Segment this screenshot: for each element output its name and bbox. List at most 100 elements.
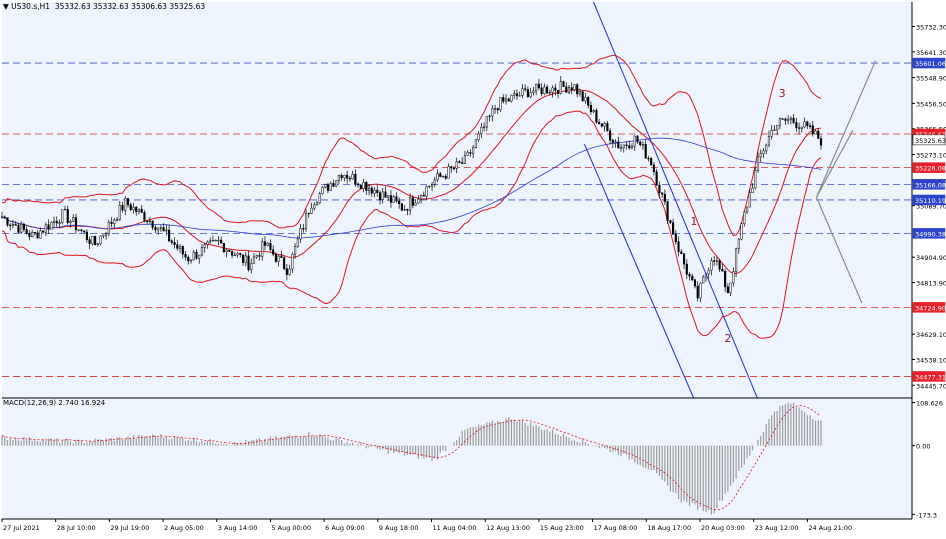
candle-body [189,259,193,262]
candle-body [261,241,264,257]
candle-body [28,233,31,237]
candle-body [721,268,724,272]
level-label: 35325.63 [915,137,946,145]
price-tick-label: 35089.70 [916,203,946,211]
candle-body [129,204,132,211]
time-tick-label: 27 Jul 2021 [3,524,40,532]
candle-body [280,255,283,258]
bollinger-lower-band [1,110,822,339]
level-label-box [912,179,946,190]
time-tick-label: 18 Aug 17:00 [647,524,691,532]
candle-body [22,223,25,230]
candle-body [173,242,176,245]
candle-body [25,229,28,234]
candle-body [324,184,327,188]
level-label: 35226.08 [915,165,946,173]
candle-body [510,95,513,102]
candle-body [376,189,379,193]
candle-body [551,87,554,93]
candle-body [800,126,803,129]
candle-body [666,201,669,221]
macd-histogram [1,402,822,515]
bollinger-upper-band [1,54,822,237]
candle-body [444,175,447,179]
candle-body [754,170,757,189]
candle-body [392,196,395,203]
candle-body [326,184,330,191]
candle-body [370,187,373,194]
candle-body [272,249,275,255]
candle-body [696,285,699,299]
candle-body [803,121,806,128]
candle-body [337,175,340,181]
candle-body [143,212,146,222]
candle-body [647,157,650,160]
candle-body [66,208,69,223]
candle-body [373,189,376,194]
candle-body [546,86,549,94]
candle-body [214,239,217,242]
time-tick-label: 12 Aug 13:00 [486,524,530,532]
level-label-box [912,162,946,173]
time-tick-label: 17 Aug 08:00 [594,524,638,532]
candle-body [231,251,234,256]
candle-body [239,253,242,255]
price-tick-label: 34629.10 [916,331,946,339]
candle-body [573,84,576,91]
candle-body [485,116,488,128]
candle-body [247,255,250,271]
candle-body [299,228,302,240]
candle-body [113,219,116,224]
candle-body [359,184,362,189]
candle-body [55,220,58,224]
candle-body [677,241,680,252]
channel-lower-line [583,144,695,399]
candle-body [91,235,94,244]
time-tick-label: 15 Aug 23:00 [540,524,584,532]
candle-body [409,197,412,211]
candle-body [400,203,403,211]
candle-body [192,251,195,261]
candle-body [819,138,823,146]
candle-body [732,271,735,284]
level-label: 34990.38 [915,230,946,238]
candle-body [228,249,231,252]
candle-body [617,141,620,149]
candle-body [69,221,72,223]
candle-body [425,186,428,197]
candle-body [439,173,442,177]
candle-body [641,144,645,146]
candle-body [518,95,521,97]
candle-body [354,173,357,185]
candle-body [135,206,138,212]
candle-body [765,144,768,152]
candle-body [609,130,612,141]
candle-body [283,257,286,269]
candle-body [414,202,417,206]
candle-body [170,240,173,243]
macd-tick-label: 0.00 [916,443,930,451]
candle-body [302,228,305,230]
candle-body [529,92,532,98]
candle-body [157,227,160,231]
macd-signal-line [1,405,822,511]
candle-body [263,241,267,246]
candle-body [639,141,642,145]
candle-body [715,260,718,262]
candle-body [699,282,702,299]
candle-body [99,235,102,244]
candle-body [304,212,308,229]
candle-body [718,260,721,270]
candle-body [622,144,625,148]
level-label-box [912,228,946,239]
candle-body [126,198,130,206]
price-tick-label: 35641.30 [916,49,946,57]
candle-body [346,174,349,179]
candle-body [795,122,798,128]
candle-body [740,223,743,240]
candle-body [499,97,502,111]
time-tick-label: 28 Jul 10:00 [57,524,96,532]
candle-body [603,123,606,127]
candle-body [200,247,204,256]
